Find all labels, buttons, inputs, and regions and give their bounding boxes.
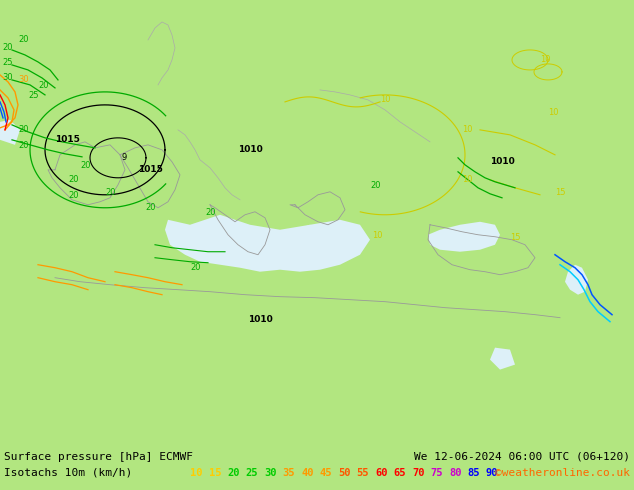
Text: 1010: 1010 bbox=[238, 146, 262, 154]
Text: 65: 65 bbox=[394, 468, 406, 478]
Text: 85: 85 bbox=[467, 468, 480, 478]
Polygon shape bbox=[490, 347, 515, 369]
Text: 1015: 1015 bbox=[55, 135, 80, 145]
Text: 30: 30 bbox=[2, 73, 13, 82]
Text: 1010: 1010 bbox=[248, 315, 273, 324]
Text: 15: 15 bbox=[555, 188, 566, 197]
Text: 80: 80 bbox=[449, 468, 462, 478]
Polygon shape bbox=[295, 225, 330, 255]
Text: 70: 70 bbox=[412, 468, 425, 478]
Text: 60: 60 bbox=[375, 468, 387, 478]
Text: 25: 25 bbox=[2, 58, 13, 67]
Text: 10: 10 bbox=[372, 231, 382, 240]
Text: 25: 25 bbox=[28, 91, 39, 100]
Text: We 12-06-2024 06:00 UTC (06+120): We 12-06-2024 06:00 UTC (06+120) bbox=[414, 452, 630, 462]
Text: 20: 20 bbox=[68, 175, 79, 184]
Text: ©weatheronline.co.uk: ©weatheronline.co.uk bbox=[495, 468, 630, 478]
Text: 10: 10 bbox=[462, 125, 472, 134]
Text: 20: 20 bbox=[105, 188, 115, 197]
Text: 20: 20 bbox=[18, 35, 29, 44]
Text: 20: 20 bbox=[80, 161, 91, 170]
Text: 30: 30 bbox=[264, 468, 276, 478]
Polygon shape bbox=[165, 215, 370, 272]
Text: Surface pressure [hPa] ECMWF: Surface pressure [hPa] ECMWF bbox=[4, 452, 193, 462]
Text: Isotachs 10m (km/h): Isotachs 10m (km/h) bbox=[4, 468, 133, 478]
Text: 10: 10 bbox=[462, 175, 472, 184]
Text: 20: 20 bbox=[190, 263, 200, 272]
Polygon shape bbox=[0, 120, 20, 145]
Text: 25: 25 bbox=[245, 468, 258, 478]
Polygon shape bbox=[222, 228, 265, 255]
Text: 75: 75 bbox=[430, 468, 443, 478]
Text: 20: 20 bbox=[2, 43, 13, 52]
Text: 20: 20 bbox=[145, 203, 155, 212]
Text: 45: 45 bbox=[320, 468, 332, 478]
Text: 10: 10 bbox=[190, 468, 202, 478]
Text: 50: 50 bbox=[338, 468, 351, 478]
Text: 15: 15 bbox=[510, 233, 521, 242]
Text: 20: 20 bbox=[205, 208, 216, 217]
Text: 9: 9 bbox=[122, 153, 127, 162]
Text: 10: 10 bbox=[548, 108, 559, 117]
Text: 30: 30 bbox=[18, 75, 29, 84]
Text: 10: 10 bbox=[380, 95, 391, 104]
Text: 1015: 1015 bbox=[138, 165, 163, 174]
Text: 90: 90 bbox=[486, 468, 498, 478]
Text: 1010: 1010 bbox=[490, 157, 515, 166]
Text: 20: 20 bbox=[18, 141, 29, 150]
Text: 10: 10 bbox=[540, 55, 550, 64]
Text: 55: 55 bbox=[356, 468, 369, 478]
Text: 20: 20 bbox=[227, 468, 240, 478]
Text: 20: 20 bbox=[370, 181, 380, 190]
Polygon shape bbox=[428, 222, 500, 252]
Text: 15: 15 bbox=[209, 468, 221, 478]
Text: 20: 20 bbox=[68, 191, 79, 200]
Text: 35: 35 bbox=[283, 468, 295, 478]
Text: 20: 20 bbox=[38, 81, 48, 90]
Text: 40: 40 bbox=[301, 468, 313, 478]
Text: 20: 20 bbox=[18, 125, 29, 134]
Polygon shape bbox=[565, 265, 588, 294]
